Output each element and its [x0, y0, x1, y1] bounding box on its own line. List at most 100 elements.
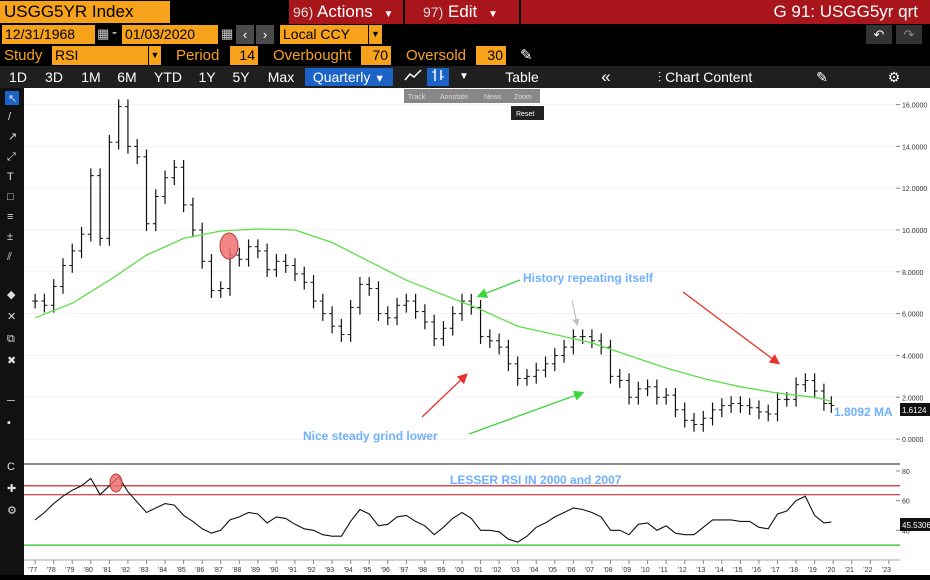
pointer-icon[interactable]: ↖: [8, 93, 17, 105]
plot-area[interactable]: '77 '78 '79 '80 '81 '82 '83 '84 '85 '86 '87 '88 '89 '…: [24, 88, 900, 575]
period-button-1m[interactable]: 1M: [81, 69, 101, 85]
copy-tool-icon[interactable]: ⧉: [7, 333, 15, 345]
oversold-field[interactable]: 30: [476, 46, 506, 65]
chevron-down-icon: ▼: [488, 9, 498, 20]
currency-field[interactable]: Local CCY: [280, 25, 368, 44]
x-tick-label: '97: [399, 567, 408, 574]
calendar-icon[interactable]: ▦: [97, 26, 110, 41]
x-tick-label: '06: [566, 567, 575, 574]
line-tool-icon[interactable]: /: [8, 111, 12, 123]
crosshair-mode-icon[interactable]: ✚: [7, 483, 16, 495]
price-bar: [97, 168, 104, 246]
menu-item-annotate[interactable]: Annotate: [440, 94, 468, 101]
price-axis-panel: 16.0000 14.0000 12.0000 10.0000 8.0000 6.0000…: [900, 88, 930, 575]
chart-content-button[interactable]: ⫶ Chart Content: [645, 68, 765, 86]
fill-style-icon[interactable]: ▪: [7, 417, 11, 429]
text-tool-icon[interactable]: T: [7, 171, 14, 183]
period-button-max[interactable]: Max: [267, 69, 295, 85]
study-field[interactable]: RSI: [52, 46, 148, 65]
price-bar: [533, 362, 540, 384]
rsi-grid: [24, 470, 900, 546]
annotation-history: History repeating itself: [523, 271, 654, 285]
price-bar: [180, 159, 187, 213]
shape-tool-icon[interactable]: □: [7, 191, 14, 203]
price-bar: [87, 168, 94, 242]
x-tick-label: '77: [28, 567, 37, 574]
arrow-history: [476, 279, 521, 299]
frequency-dropdown[interactable]: Quarterly ▼: [305, 68, 393, 86]
reset-button[interactable]: [511, 106, 544, 120]
chart-edit-icon[interactable]: ✎: [816, 69, 828, 85]
measure-tool-icon[interactable]: ±: [7, 231, 13, 243]
overbought-field[interactable]: 70: [361, 46, 391, 65]
arrow-red-2000: [421, 373, 468, 418]
edit-menu[interactable]: 97) Edit ▼: [405, 0, 519, 24]
menu-item-zoom[interactable]: Zoom: [514, 94, 532, 101]
x-axis: '77 '78 '79 '80 '81 '82 '83 '84 '85 '86 '87 '88 '89 '…: [24, 559, 900, 574]
period-button-1d[interactable]: 1D: [9, 69, 27, 85]
price-bar: [802, 373, 809, 393]
line-chart-icon[interactable]: [402, 68, 424, 86]
delete-tool-icon[interactable]: ✖: [7, 355, 16, 367]
redo-button[interactable]: ↷: [896, 25, 922, 44]
end-date-field[interactable]: 01/03/2020: [122, 25, 218, 44]
x-tick-label: '00: [455, 567, 464, 574]
menu-item-track[interactable]: Track: [408, 94, 426, 101]
period-button-5y[interactable]: 5Y: [232, 69, 250, 85]
actions-label: Actions: [317, 2, 373, 21]
line-style-icon[interactable]: ─: [6, 395, 15, 407]
undo-button[interactable]: ↶: [866, 25, 892, 44]
settings-mode-icon[interactable]: ⚙: [7, 505, 17, 517]
start-date-field[interactable]: 12/31/1968: [2, 25, 95, 44]
next-range-button[interactable]: ›: [256, 25, 274, 44]
currency-dropdown-button[interactable]: ▼: [369, 25, 382, 44]
rsi-y-tick-label: 80: [902, 469, 910, 476]
price-bar: [755, 400, 762, 420]
y-tick-label: 16.0000: [902, 103, 927, 110]
actions-menu[interactable]: 96) Actions ▼: [289, 0, 403, 24]
period-button-6m[interactable]: 6M: [117, 69, 137, 85]
period-button-1y[interactable]: 1Y: [198, 69, 216, 85]
price-bar: [828, 396, 835, 413]
erase-tool-icon[interactable]: ✕: [7, 311, 16, 323]
price-bar: [282, 254, 289, 273]
fib-tool-icon[interactable]: ≡: [7, 211, 13, 223]
chart-svg[interactable]: '77 '78 '79 '80 '81 '82 '83 '84 '85 '86 '87 '88 '89 '…: [24, 88, 900, 575]
price-bar: [496, 333, 503, 355]
prev-range-button[interactable]: ‹: [236, 25, 254, 44]
price-bar: [338, 318, 345, 342]
bar-chart-icon[interactable]: [427, 68, 449, 86]
channel-tool-icon[interactable]: ⫽: [6, 251, 12, 263]
collapse-panel-button[interactable]: «: [594, 68, 618, 86]
pencil-icon[interactable]: ✎: [520, 47, 533, 64]
price-bar: [542, 356, 549, 378]
price-bar: [319, 293, 326, 321]
chevron-down-icon: ▼: [371, 29, 380, 39]
gear-icon[interactable]: ⚙: [887, 69, 901, 85]
price-bar: [728, 396, 735, 413]
highlight-circle-main: [219, 232, 239, 260]
style-tool-icon[interactable]: ◆: [7, 289, 16, 301]
price-bar: [811, 373, 818, 399]
table-button[interactable]: Table: [505, 69, 539, 85]
pointer-tool-highlight: [5, 91, 19, 105]
chevron-down-icon: ▼: [374, 73, 386, 85]
cursor-mode-icon[interactable]: C: [7, 461, 15, 473]
x-tick-label: '01: [474, 567, 483, 574]
x-tick-label: '20: [826, 567, 835, 574]
calendar-icon[interactable]: ▦: [221, 26, 234, 41]
ticker-field[interactable]: USGG5YR Index: [0, 1, 170, 23]
period-button-ytd[interactable]: YTD: [154, 69, 182, 85]
x-tick-label: '83: [139, 567, 148, 574]
chart-type-dropdown-button[interactable]: ▼: [454, 68, 474, 86]
x-tick-label: '92: [307, 567, 316, 574]
trend-tool-icon[interactable]: ⤢: [7, 151, 16, 163]
ray-tool-icon[interactable]: ↗: [8, 131, 17, 143]
period-button-3d[interactable]: 3D: [45, 69, 63, 85]
price-bar: [115, 99, 122, 150]
rsi-line: [34, 476, 832, 543]
study-dropdown-button[interactable]: ▼: [149, 46, 161, 65]
menu-item-news[interactable]: News: [484, 94, 502, 101]
ma-value-label: 1.8092 MA: [834, 405, 893, 419]
period-field[interactable]: 14: [230, 46, 258, 65]
